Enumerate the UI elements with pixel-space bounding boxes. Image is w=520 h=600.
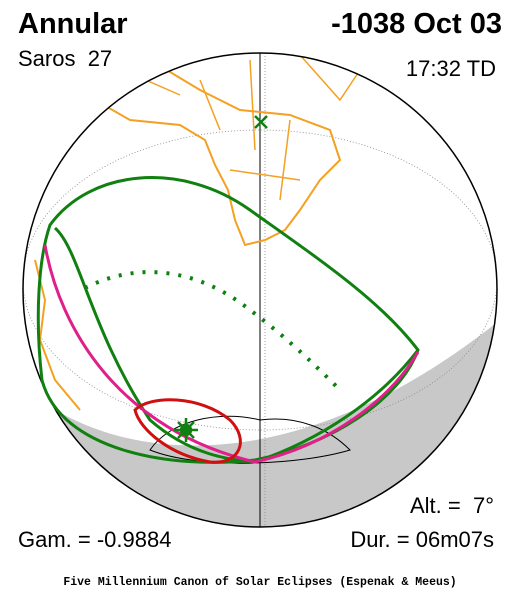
central-south (254, 349, 420, 464)
central-north (53, 226, 256, 464)
altitude: Alt. = 7° (409, 493, 494, 518)
greatest-eclipse-track (84, 270, 342, 392)
globe-outline (22, 52, 498, 528)
eclipse-type: Annular (18, 8, 128, 40)
footer: Five Millennium Canon of Solar Eclipses … (63, 576, 457, 589)
sunrise-curve (133, 398, 242, 464)
subsolar-marker (254, 115, 268, 129)
penumbra-limit (36, 176, 420, 464)
gamma: Gam. = -0.9884 (18, 527, 172, 552)
eclipse-date: -1038 Oct 03 (331, 8, 502, 40)
africa (78, 59, 342, 247)
greatest-eclipse-marker (174, 418, 198, 442)
saros: Saros 27 (18, 46, 113, 71)
time: 17:32 TD (405, 56, 496, 81)
duration: Dur. = 06m07s (350, 527, 494, 552)
